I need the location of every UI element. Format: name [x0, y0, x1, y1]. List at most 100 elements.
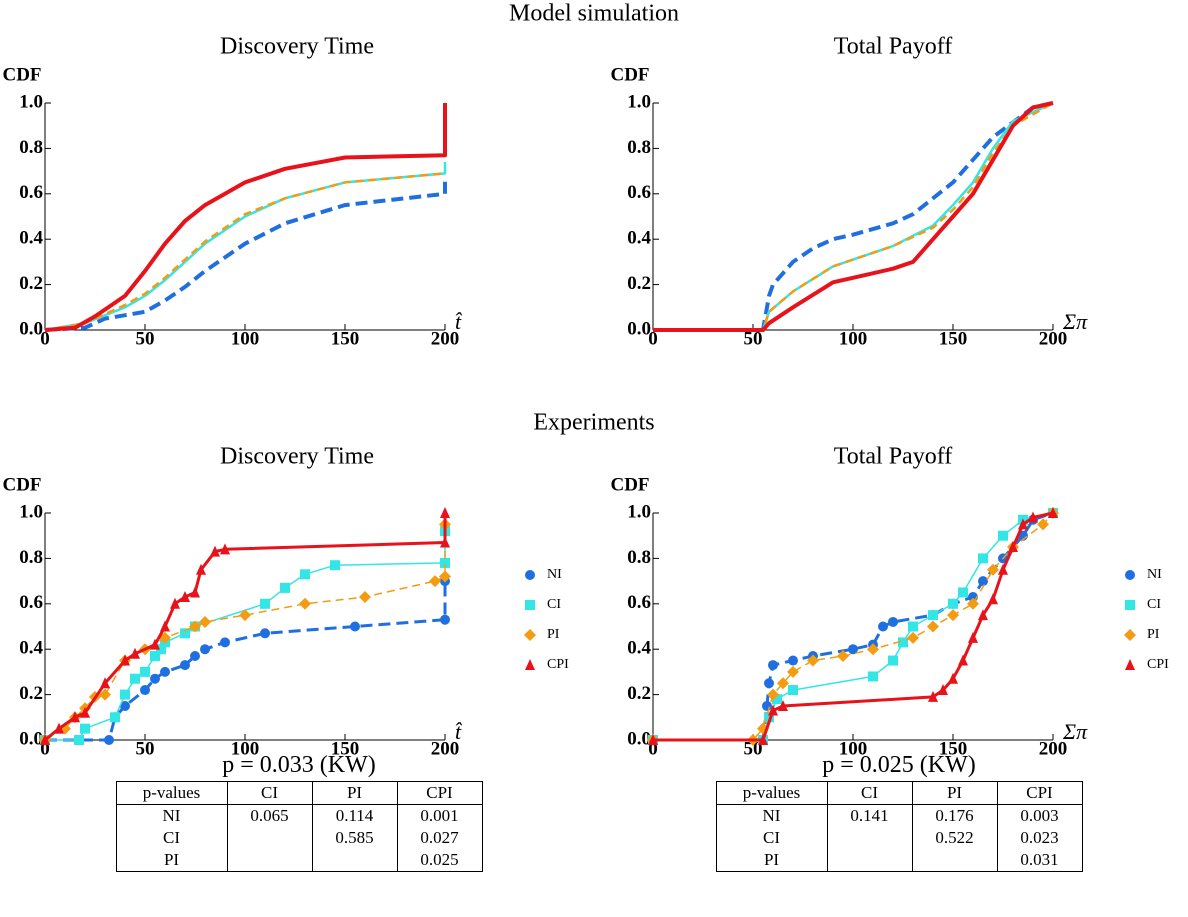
data-point [1037, 518, 1049, 531]
data-point [150, 638, 160, 650]
data-point [299, 597, 311, 610]
series-line [44, 103, 447, 332]
data-point [150, 673, 160, 684]
data-point [440, 507, 450, 518]
data-point [908, 621, 918, 632]
data-point [150, 651, 160, 662]
table-cell [826, 849, 913, 872]
data-point [988, 593, 998, 605]
y-tick-label: 0.2 [627, 273, 651, 294]
table-cell: NI [115, 804, 228, 827]
y-tick-label: 0.0 [19, 318, 43, 339]
table-cell: 0.001 [396, 804, 483, 827]
x-tick-label: 200 [1039, 738, 1068, 759]
y-tick-label: 0.2 [627, 683, 651, 704]
header-cell: p-values [715, 781, 828, 805]
data-point [768, 660, 778, 671]
data-point [788, 655, 798, 666]
data-point [907, 631, 919, 644]
x-tick-label: 100 [231, 328, 260, 349]
series-line [44, 172, 446, 332]
y-tick-label: 0.8 [627, 547, 651, 568]
data-point [867, 643, 879, 656]
table-cell: PI [715, 849, 828, 872]
data-point [80, 706, 90, 718]
data-point [99, 688, 111, 701]
series-line [653, 512, 1054, 741]
data-point [280, 582, 290, 593]
y-tick-label: 0.8 [19, 137, 43, 158]
data-point [837, 650, 849, 663]
y-axis-label: CDF [610, 474, 649, 495]
data-point [777, 677, 789, 690]
legend-marker [1125, 570, 1135, 580]
y-tick-label: 0.8 [627, 137, 651, 158]
table-header-row: p-values CI PI CPI [715, 781, 1083, 805]
header-cell: PI [311, 781, 398, 805]
table-cell: NI [715, 804, 828, 827]
data-point [807, 654, 819, 667]
legend-label: CPI [1147, 657, 1169, 672]
data-point [220, 543, 230, 555]
data-point [80, 723, 90, 734]
table-cell [226, 849, 313, 872]
table-row: NI 0.141 0.176 0.003 [715, 804, 1083, 827]
data-point [260, 628, 270, 639]
table-cell: 0.031 [996, 849, 1083, 872]
y-tick-label: 0.2 [19, 273, 43, 294]
x-tick-label: 100 [231, 738, 260, 759]
header-cell: CI [826, 781, 913, 805]
table-cell [826, 827, 913, 849]
data-point [440, 614, 450, 625]
y-tick-label: 0.0 [627, 318, 651, 339]
section-heading: Experiments [533, 410, 654, 436]
header-cell: p-values [115, 781, 228, 805]
y-tick-label: 0.6 [627, 182, 651, 203]
table-cell: CI [115, 827, 228, 849]
y-tick-label: 0.6 [19, 182, 43, 203]
series-line [653, 101, 1054, 332]
y-axis-label: CDF [2, 64, 41, 85]
legend-label: CPI [547, 657, 569, 672]
data-point [968, 631, 978, 643]
data-point [978, 576, 988, 587]
data-point [189, 620, 201, 633]
y-tick-label: 1.0 [19, 91, 43, 112]
data-point [772, 694, 782, 705]
data-point [300, 569, 310, 580]
chart-title: Discovery Time [220, 34, 374, 60]
data-point [898, 637, 908, 648]
data-point [330, 560, 340, 571]
data-point [767, 688, 779, 701]
data-point [120, 689, 130, 700]
table-cell: PI [115, 849, 228, 872]
p-value-table: p-values CI PI CPI NI 0.141 0.176 0.003 CI 0.522 0… [715, 781, 1083, 872]
header-cell: CPI [396, 781, 483, 805]
legend-marker [525, 600, 535, 610]
data-point [878, 621, 888, 632]
y-tick-label: 1.0 [19, 501, 43, 522]
y-axis-label: CDF [610, 64, 649, 85]
chart-title: Discovery Time [220, 444, 374, 470]
x-tick-label: 150 [331, 738, 360, 759]
data-point [998, 563, 1008, 575]
table-row: PI 0.031 [715, 849, 1083, 872]
data-point [764, 712, 774, 723]
table-cell [311, 849, 398, 872]
y-tick-label: 0.4 [627, 638, 651, 659]
data-point [978, 553, 988, 564]
data-point [359, 590, 371, 603]
x-tick-label: 50 [136, 738, 155, 759]
series-line [653, 511, 1054, 742]
data-point [160, 620, 170, 632]
x-tick-label: 50 [744, 738, 763, 759]
y-tick-label: 0.2 [19, 683, 43, 704]
data-point [927, 620, 939, 633]
data-point [948, 672, 958, 684]
data-point [440, 557, 450, 568]
x-tick-label: 50 [744, 328, 763, 349]
data-point [104, 735, 114, 745]
x-tick-label: 0 [648, 328, 658, 349]
data-point [190, 586, 200, 598]
